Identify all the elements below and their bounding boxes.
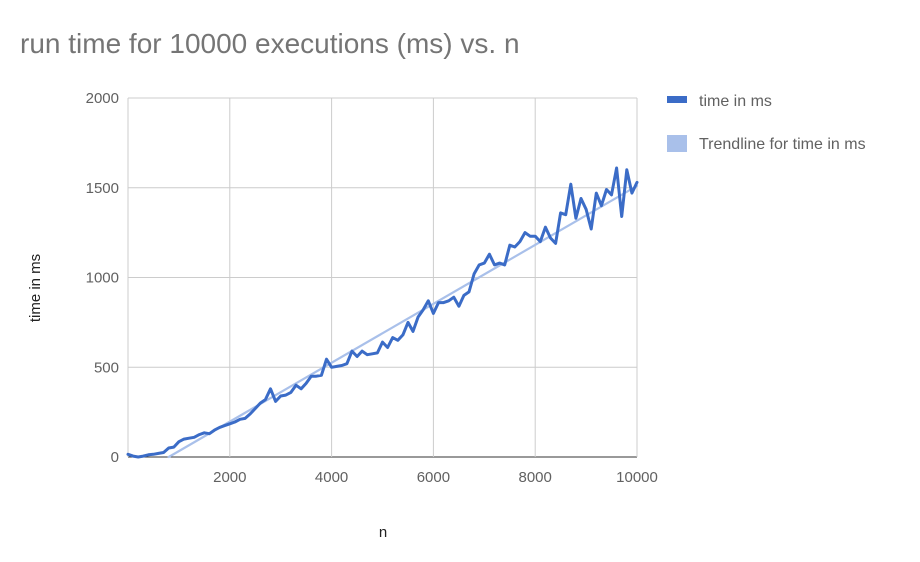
y-tick-label: 2000	[86, 90, 119, 107]
grid-lines	[127, 97, 638, 458]
legend: time in ms Trendline for time in ms	[667, 93, 866, 153]
x-tick-labels: 2000 4000 6000 8000 10000	[213, 469, 658, 486]
series-line-time-in-ms	[126, 166, 639, 459]
y-tick-label: 500	[94, 359, 119, 376]
y-tick-labels: 0 500 1000 1500 2000	[86, 90, 119, 466]
chart-title: run time for 10000 executions (ms) vs. n	[20, 28, 520, 59]
x-tick-label: 8000	[519, 469, 552, 486]
x-tick-label: 10000	[616, 469, 658, 486]
x-tick-label: 4000	[315, 469, 348, 486]
series-lines	[126, 166, 639, 459]
y-tick-label: 0	[111, 449, 119, 466]
x-tick-label: 6000	[417, 469, 450, 486]
trendline	[167, 184, 639, 459]
legend-swatch-trendline	[667, 135, 687, 152]
x-tick-label: 2000	[213, 469, 246, 486]
y-axis-title: time in ms	[27, 254, 44, 322]
legend-swatch-time-in-ms	[667, 96, 687, 103]
legend-label-trendline: Trendline for time in ms	[699, 136, 866, 153]
y-tick-label: 1500	[86, 180, 119, 197]
legend-label-time-in-ms: time in ms	[699, 93, 772, 110]
x-axis-title: n	[379, 524, 387, 541]
y-tick-label: 1000	[86, 270, 119, 287]
